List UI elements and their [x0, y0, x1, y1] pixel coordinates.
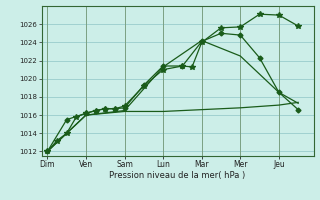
X-axis label: Pression niveau de la mer( hPa ): Pression niveau de la mer( hPa ) — [109, 171, 246, 180]
